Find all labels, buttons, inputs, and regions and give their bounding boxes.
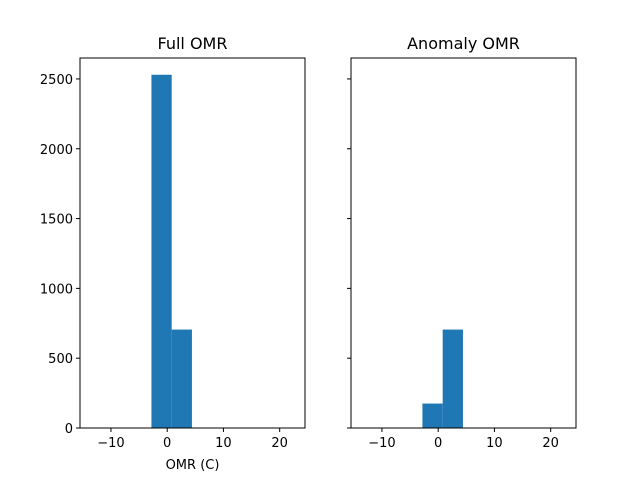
x-tick-label: −10: [97, 436, 124, 451]
chart-title: Anomaly OMR: [407, 34, 520, 53]
x-tick-label: 10: [215, 436, 232, 451]
axes-frame: [79, 57, 306, 429]
axes-frame: [350, 57, 577, 429]
x-tick-label: −10: [368, 436, 395, 451]
y-tick-label: 2000: [40, 143, 73, 158]
chart-title: Full OMR: [158, 34, 228, 53]
y-tick-label: 500: [48, 352, 73, 367]
panel-2: −10 0 10 20 Anomaly OMR: [347, 34, 577, 451]
y-tick-label: 2500: [40, 73, 73, 88]
x-tick-label: 20: [271, 436, 288, 451]
x-tick-label: 0: [163, 436, 171, 451]
x-tick-label: 20: [542, 436, 559, 451]
y-tick-label: 1500: [40, 213, 73, 228]
histogram-bar: [151, 74, 172, 429]
histogram-bar: [422, 403, 443, 428]
x-tick-label: 0: [434, 436, 442, 451]
panel-1: −10 0 10 20 0 500 1000 1500 2000 2500 Full OMR OMR …: [40, 34, 306, 473]
histogram-bar: [171, 329, 192, 428]
x-axis-label: OMR (C): [166, 458, 220, 473]
x-tick-label: 10: [486, 436, 503, 451]
histogram-bar: [442, 329, 463, 428]
y-tick-label: 0: [65, 422, 73, 437]
y-tick-label: 1000: [40, 282, 73, 297]
